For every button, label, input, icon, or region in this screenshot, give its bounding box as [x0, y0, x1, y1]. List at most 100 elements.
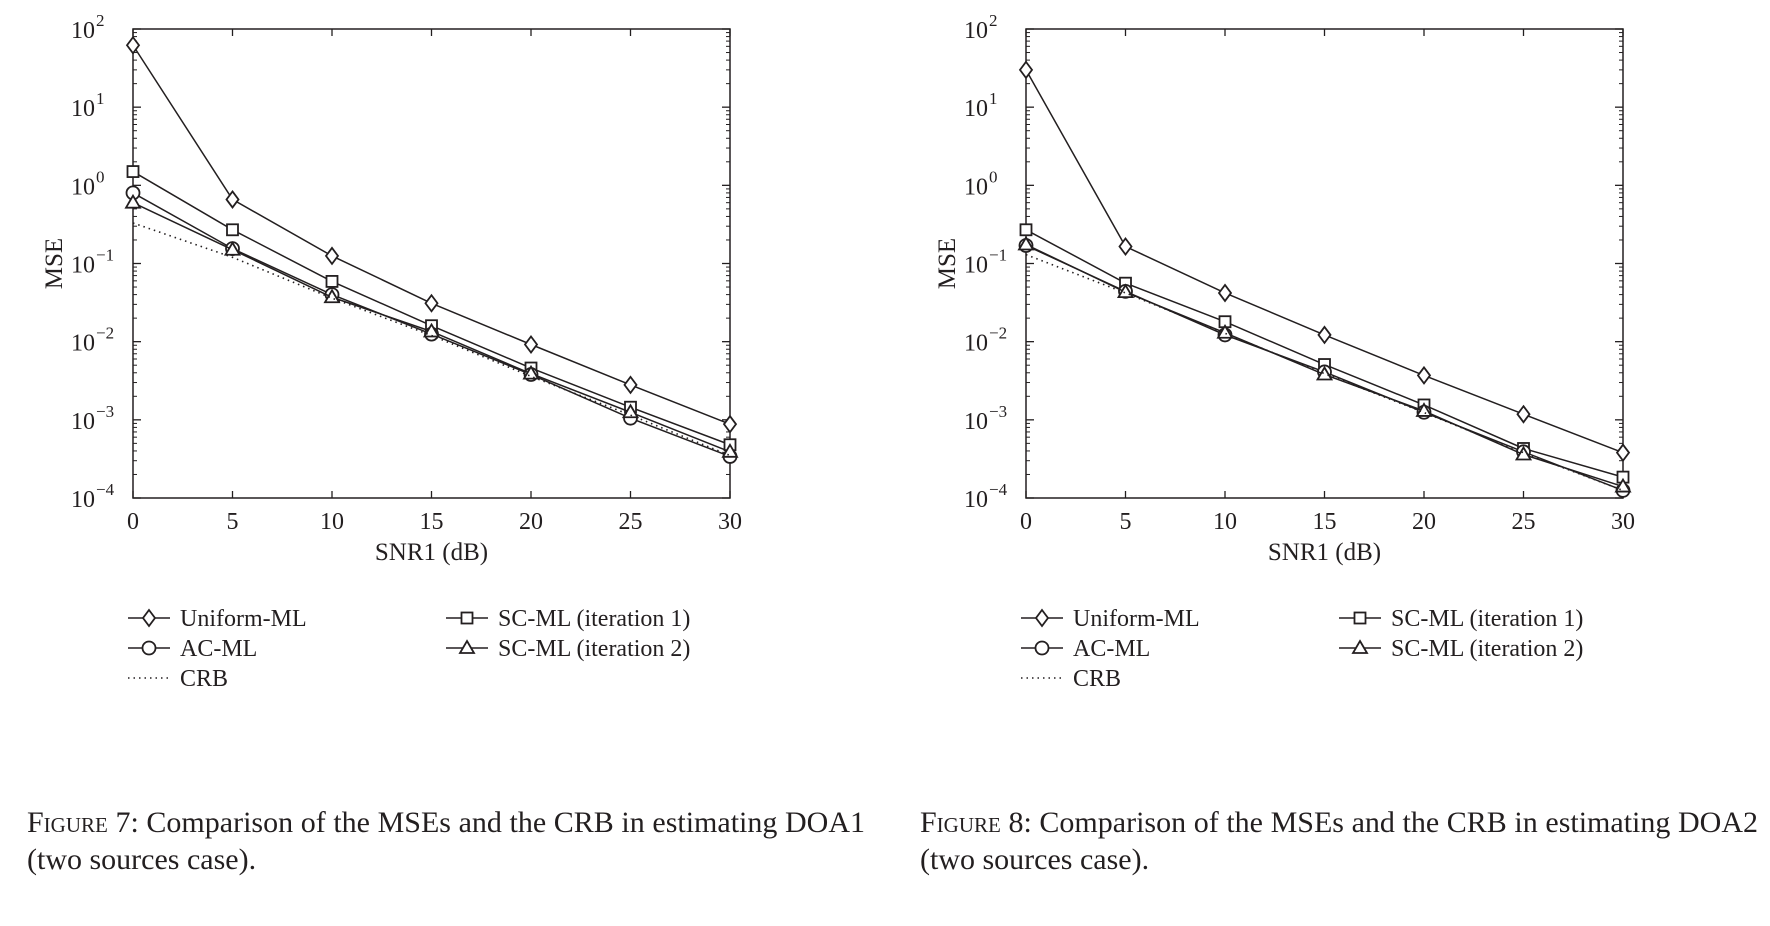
- legend-marker-ac-ml: [1034, 640, 1050, 656]
- x-tick-label: 5: [227, 509, 239, 535]
- legend-marker-uniform-ml: [1034, 608, 1050, 628]
- y-tick-label: 10: [71, 253, 95, 279]
- y-axis-label: MSE: [934, 238, 961, 289]
- data-point-sc-ml-iteration-2: [124, 193, 142, 209]
- y-axis-label: MSE: [41, 238, 68, 289]
- legend-marker-ac-ml: [141, 640, 157, 656]
- series-sc-ml-iteration-2: [124, 193, 739, 458]
- y-tick-label: 10: [71, 18, 95, 44]
- x-tick-label: 25: [619, 509, 643, 535]
- legend-marker-uniform-ml: [141, 608, 157, 628]
- x-tick-label: 5: [1120, 509, 1132, 535]
- data-point-uniform-ml: [1118, 237, 1133, 256]
- x-axis-label: SNR1 (dB): [1268, 539, 1381, 566]
- y-tick-exponent: −1: [989, 246, 1007, 265]
- x-tick-label: 20: [1412, 509, 1436, 535]
- y-tick-exponent: −2: [989, 324, 1007, 343]
- legend-label-sc-ml-iteration-1: SC-ML (iteration 1): [498, 606, 690, 632]
- y-tick-label: 10: [71, 487, 95, 513]
- series-line-uniform-ml: [132, 44, 731, 425]
- series-sc-ml-iteration-1: [1019, 223, 1630, 484]
- data-point-sc-ml-iteration-2: [621, 403, 640, 419]
- y-tick-exponent: −3: [96, 402, 114, 421]
- legend-marker-sc-ml-iteration-2: [1351, 639, 1369, 654]
- legend-label-crb: CRB: [1073, 666, 1121, 692]
- legend-label-uniform-ml: Uniform-ML: [180, 606, 307, 632]
- data-point-sc-ml-iteration-2: [1614, 477, 1632, 493]
- x-tick-label: 15: [420, 509, 444, 535]
- y-tick-label: 10: [71, 96, 95, 122]
- series-line-crb: [132, 222, 731, 457]
- figure-7-caption: Figure 7: Comparison of the MSEs and the…: [27, 804, 865, 878]
- data-point-uniform-ml: [1416, 365, 1432, 385]
- legend-label-uniform-ml: Uniform-ML: [1073, 606, 1200, 632]
- data-point-sc-ml-iteration-1: [126, 165, 140, 178]
- plot-frame: [1025, 28, 1624, 499]
- data-point-uniform-ml: [1018, 60, 1034, 80]
- x-tick-label: 15: [1313, 509, 1337, 535]
- data-point-sc-ml-iteration-1: [325, 275, 339, 288]
- y-tick-label: 10: [71, 331, 95, 357]
- series-uniform-ml: [1018, 60, 1631, 463]
- data-point-uniform-ml: [1615, 443, 1631, 463]
- x-tick-label: 0: [127, 509, 139, 535]
- y-tick-label: 10: [964, 253, 988, 279]
- legend-label-ac-ml: AC-ML: [180, 636, 257, 662]
- y-tick-label: 10: [964, 174, 988, 200]
- legend-label-ac-ml: AC-ML: [1073, 636, 1150, 662]
- data-point-uniform-ml: [324, 246, 340, 266]
- data-point-uniform-ml: [722, 414, 738, 434]
- legend-label-crb: CRB: [180, 666, 228, 692]
- figure-7: 0 5 10 15 20 25 30 10 2 10 1 10 0 10 −1 10 −2 10 −3 10 −4 SNR…: [0, 0, 870, 926]
- series-sc-ml-iteration-2: [1017, 235, 1632, 493]
- x-tick-label: 25: [1512, 509, 1536, 535]
- x-tick-label: 30: [718, 509, 742, 535]
- plot-frame: [132, 28, 731, 499]
- y-tick-exponent: 0: [96, 167, 105, 186]
- data-point-sc-ml-iteration-2: [522, 364, 540, 380]
- x-tick-label: 10: [1213, 509, 1237, 535]
- data-point-uniform-ml: [1217, 283, 1233, 303]
- x-tick-label: 0: [1020, 509, 1032, 535]
- x-tick-label: 10: [320, 509, 344, 535]
- data-point-uniform-ml: [1317, 325, 1332, 345]
- data-point-sc-ml-iteration-2: [223, 240, 242, 256]
- y-tick-exponent: 1: [96, 89, 105, 108]
- y-tick-exponent: −4: [96, 480, 115, 499]
- y-tick-exponent: 0: [989, 167, 998, 186]
- y-tick-exponent: −4: [989, 480, 1008, 499]
- legend-label-sc-ml-iteration-2: SC-ML (iteration 2): [1391, 636, 1583, 662]
- y-tick-exponent: −1: [96, 246, 114, 265]
- legend-marker-sc-ml-iteration-1: [460, 611, 474, 625]
- data-point-sc-ml-iteration-2: [422, 322, 441, 338]
- figure-8: 0 5 10 15 20 25 30 10 2 10 1 10 0 10 −1 10 −2 10 −3 10 −4 SNR…: [893, 0, 1763, 926]
- y-tick-label: 10: [964, 96, 988, 122]
- series-uniform-ml: [125, 35, 738, 434]
- data-point-uniform-ml: [1516, 404, 1531, 424]
- data-point-uniform-ml: [225, 189, 240, 209]
- x-tick-label: 20: [519, 509, 543, 535]
- data-point-sc-ml-iteration-2: [1415, 402, 1433, 417]
- series-line-uniform-ml: [1025, 69, 1624, 454]
- data-point-sc-ml-iteration-2: [1315, 365, 1334, 381]
- y-tick-label: 10: [964, 487, 988, 513]
- x-axis-label: SNR1 (dB): [375, 539, 488, 566]
- figure-7-caption-text: : Comparison of the MSEs and the CRB in …: [27, 806, 865, 876]
- y-tick-label: 10: [964, 18, 988, 44]
- figure-8-caption: Figure 8: Comparison of the MSEs and the…: [920, 804, 1758, 878]
- data-point-sc-ml-iteration-2: [323, 288, 341, 304]
- data-point-uniform-ml: [424, 293, 439, 313]
- legend: Uniform-ML AC-ML CRB SC-ML (iteration 1) SC-…: [128, 606, 690, 692]
- data-point-sc-ml-iteration-1: [1019, 223, 1033, 237]
- legend-label-sc-ml-iteration-1: SC-ML (iteration 1): [1391, 606, 1583, 632]
- data-point-uniform-ml: [623, 375, 638, 395]
- legend-label-sc-ml-iteration-2: SC-ML (iteration 2): [498, 636, 690, 662]
- legend-marker-sc-ml-iteration-1: [1353, 611, 1367, 625]
- y-tick-label: 10: [71, 174, 95, 200]
- y-tick-label: 10: [71, 409, 95, 435]
- y-tick-exponent: 1: [989, 89, 998, 108]
- y-tick-exponent: −3: [989, 402, 1007, 421]
